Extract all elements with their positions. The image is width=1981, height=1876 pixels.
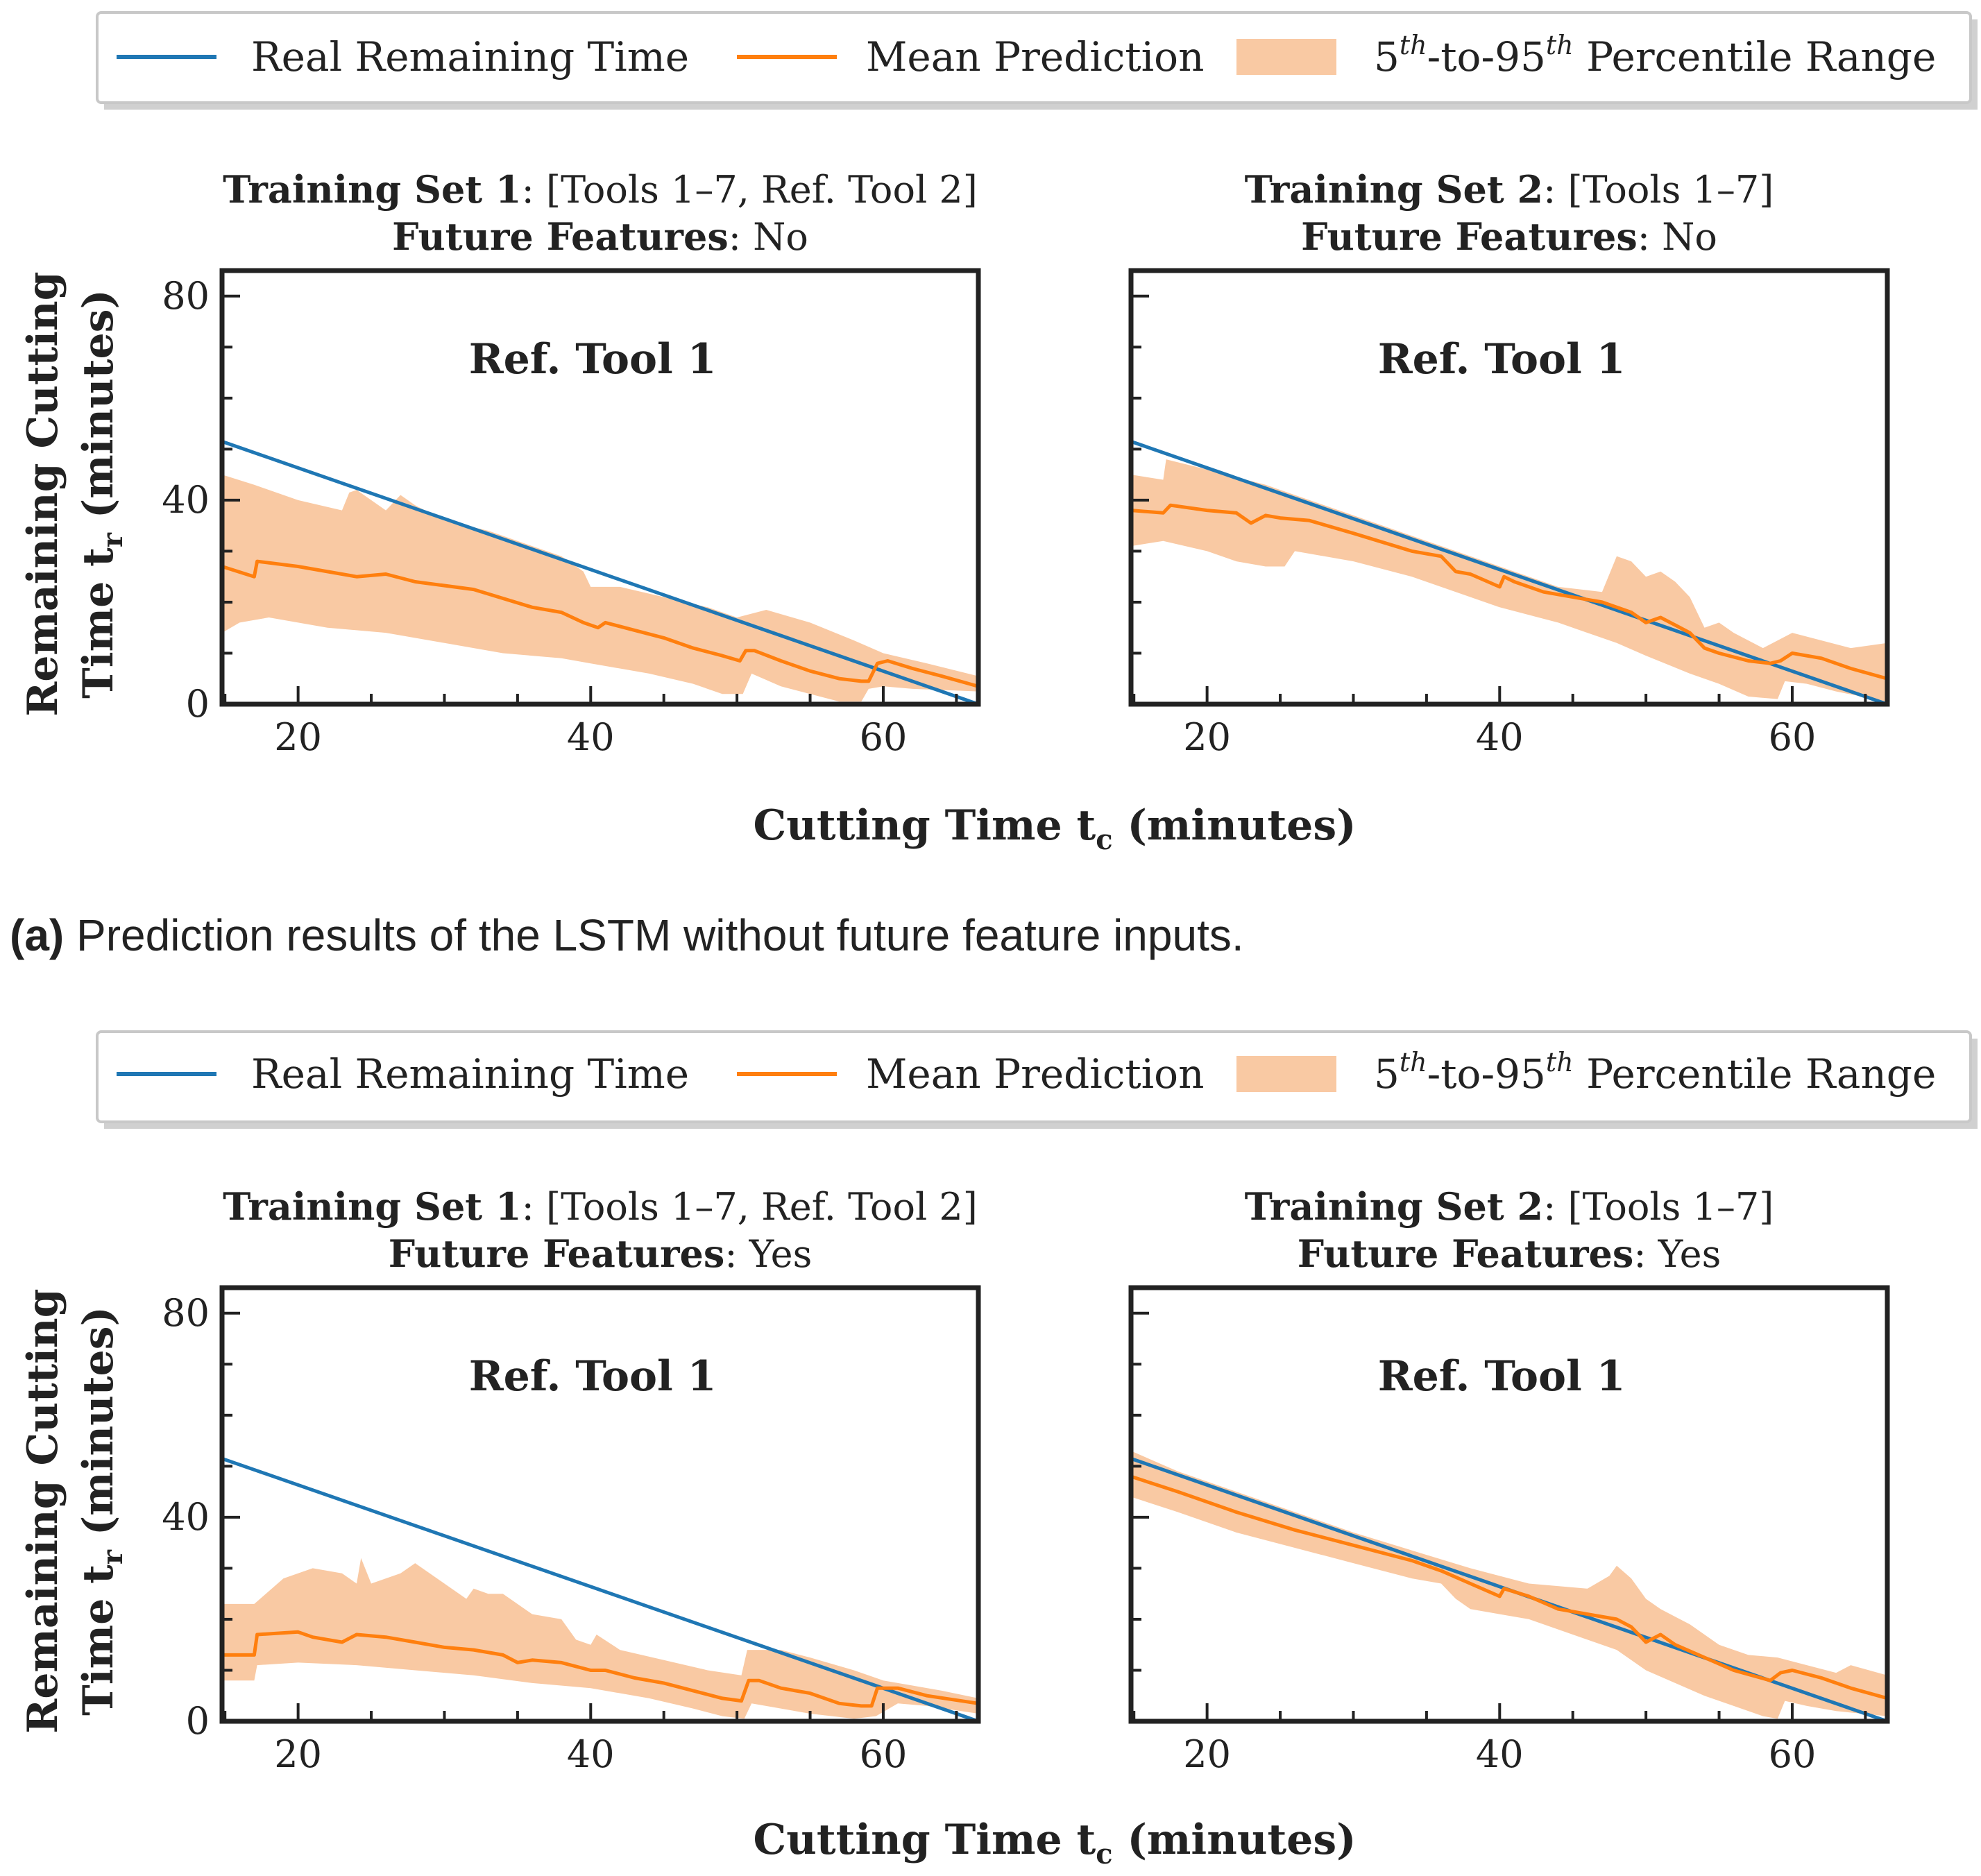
caption-a: (a) Prediction results of the LSTM witho…: [10, 910, 1244, 960]
x-tick-label: 40: [567, 1732, 615, 1776]
real-remaining-line: [222, 1456, 978, 1721]
ylabel-line2: Time tr (minutes): [74, 1306, 129, 1716]
mean-prediction-line: [1131, 503, 1887, 681]
panel-title-line1: Training Set 1: [Tools 1–7, Ref. Tool 2]: [223, 167, 978, 212]
y-tick-label: 40: [162, 478, 210, 522]
mean-prediction-line: [222, 559, 978, 688]
legend-band-label: 5th-to-95th Percentile Range: [1374, 1047, 1936, 1098]
x-tick-label: 40: [1476, 1732, 1524, 1776]
legend-band-label: 5th-to-95th Percentile Range: [1374, 30, 1936, 80]
legend-mean-label: Mean Prediction: [866, 1050, 1204, 1098]
legend-bottom: Real Remaining Time Mean Prediction 5th-…: [96, 1030, 1978, 1129]
x-tick-label: 60: [1769, 715, 1817, 759]
x-tick-label: 40: [1476, 715, 1524, 759]
xlabel-top: Cutting Time tc (minutes): [754, 801, 1357, 856]
y-tick-label: 40: [162, 1495, 210, 1539]
y-tick-label: 0: [186, 1699, 210, 1743]
legend-real-label: Real Remaining Time: [251, 1050, 689, 1098]
ylabel-bottom: Remaining Cutting Time tr (minutes): [19, 1288, 129, 1733]
x-tick-label: 20: [274, 715, 322, 759]
panel-annotation: Ref. Tool 1: [1378, 1352, 1626, 1401]
x-tick-label: 60: [860, 1732, 908, 1776]
panel-title-line1: Training Set 2: [Tools 1–7]: [1245, 167, 1774, 212]
panel-annotation: Ref. Tool 1: [469, 1352, 717, 1401]
legend-box: [96, 1030, 1972, 1123]
percentile-band: [222, 475, 978, 702]
axes-frame: [219, 1285, 981, 1724]
legend-mean-label: Mean Prediction: [866, 33, 1204, 80]
panel-annotation: Ref. Tool 1: [1378, 335, 1626, 384]
ylabel-line2: Time tr (minutes): [74, 289, 129, 699]
axes-frame: [1128, 1285, 1890, 1724]
panel-title-line2: Future Features: Yes: [1298, 1231, 1721, 1276]
panel-title-line2: Future Features: No: [1301, 214, 1717, 259]
panel-title-line2: Future Features: No: [392, 214, 808, 259]
mean-prediction-line: [1131, 1474, 1887, 1700]
x-tick-label: 20: [274, 1732, 322, 1776]
axes-frame: [1128, 268, 1890, 707]
panel-top-left: 0 40 80 20 40 60 Ref. Tool 1 Training Set 1: [T…: [162, 167, 981, 759]
ylabel-top: Remaining Cutting Time tr (minutes): [19, 271, 129, 716]
x-tick-label: 40: [567, 715, 615, 759]
panel-top-right: 20 40 60 Ref. Tool 1 Training Set 2: [Tools …: [1128, 167, 1890, 759]
x-tick-label: 60: [1769, 1732, 1817, 1776]
panel-title-line1: Training Set 2: [Tools 1–7]: [1245, 1184, 1774, 1229]
y-tick-label: 80: [162, 274, 210, 318]
panel-bottom-left: 0 40 80 20 40 60 Ref. Tool 1 Training Set 1: [T…: [162, 1184, 981, 1776]
legend-top: Real Remaining Time Mean Prediction 5th-…: [96, 11, 1978, 110]
ylabel-line1: Remaining Cutting: [19, 271, 67, 716]
panel-annotation: Ref. Tool 1: [469, 335, 717, 384]
real-remaining-line: [222, 439, 978, 704]
x-tick-label: 20: [1183, 1732, 1231, 1776]
y-tick-label: 80: [162, 1291, 210, 1335]
ylabel-line1: Remaining Cutting: [19, 1288, 67, 1733]
legend-band-swatch: [1236, 39, 1336, 75]
y-tick-label: 0: [186, 682, 210, 726]
x-tick-label: 60: [860, 715, 908, 759]
mean-prediction-line: [222, 1630, 978, 1708]
xlabel-bottom: Cutting Time tc (minutes): [754, 1816, 1357, 1870]
percentile-band: [1131, 1451, 1887, 1719]
panel-title-line2: Future Features: Yes: [389, 1231, 813, 1276]
percentile-band: [222, 1558, 978, 1719]
legend-real-label: Real Remaining Time: [251, 33, 689, 80]
panel-title-line1: Training Set 1: [Tools 1–7, Ref. Tool 2]: [223, 1184, 978, 1229]
panel-bottom-right: 20 40 60 Ref. Tool 1 Training Set 2: [Tools …: [1128, 1184, 1890, 1776]
legend-band-swatch: [1236, 1056, 1336, 1092]
x-tick-label: 20: [1183, 715, 1231, 759]
legend-box: [96, 11, 1972, 104]
real-remaining-line: [1131, 439, 1887, 704]
axes-frame: [219, 268, 981, 707]
